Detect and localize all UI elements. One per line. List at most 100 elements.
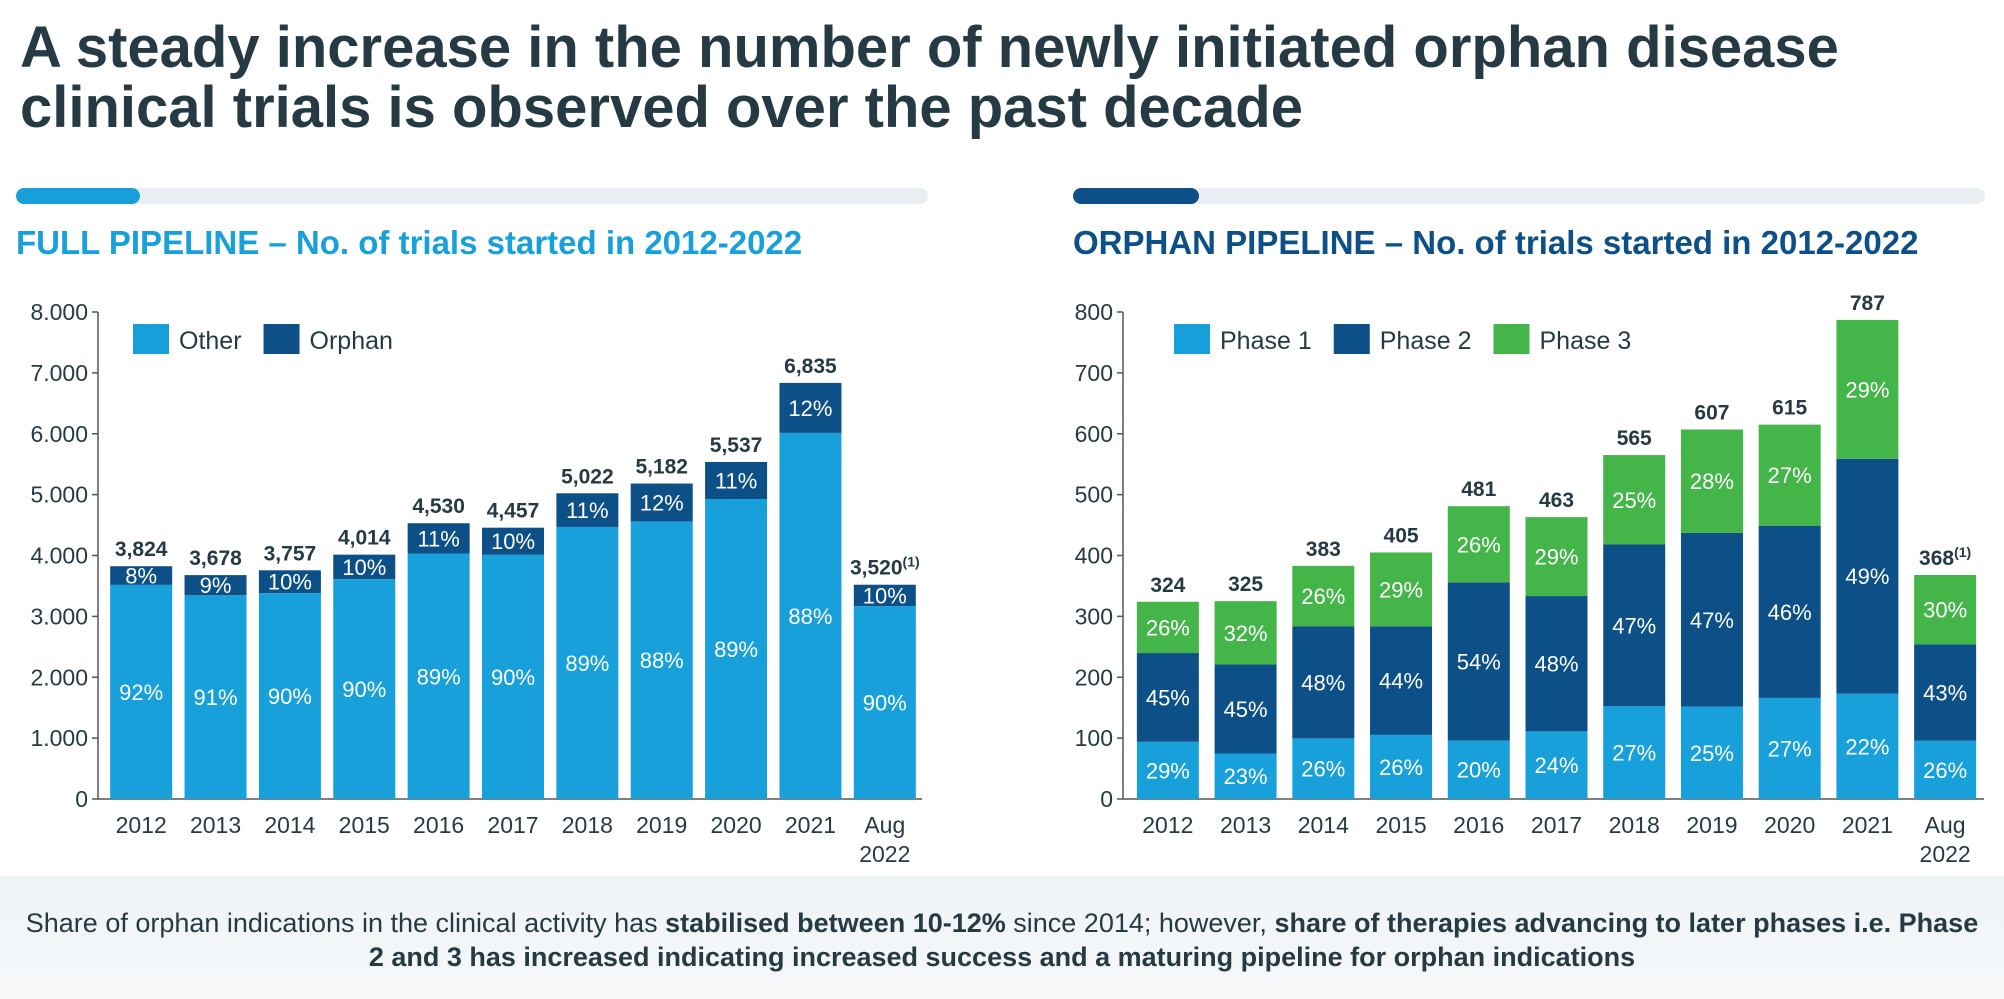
bar-total-value: 615 bbox=[1772, 397, 1807, 420]
bar-orphan-segment bbox=[556, 493, 619, 527]
segment-percent-label: 49% bbox=[1845, 564, 1889, 589]
y-tick-label: 200 bbox=[1075, 664, 1113, 690]
segment-percent-label: 29% bbox=[1534, 545, 1578, 570]
bar-other-segment bbox=[630, 521, 693, 799]
bar-total-label: 565 bbox=[1617, 427, 1652, 450]
bar-phase-3-segment bbox=[1914, 574, 1977, 645]
bar-orphan-segment bbox=[705, 461, 768, 500]
y-tick-label: 300 bbox=[1075, 603, 1113, 629]
orphan-pipeline-title: ORPHAN PIPELINE – No. of trials started … bbox=[1073, 224, 1919, 261]
footer-text-bold1: stabilised between 10-12% bbox=[665, 908, 1006, 938]
bar-phase-1-segment bbox=[1214, 753, 1277, 799]
x-tick-line: 2017 bbox=[1531, 812, 1582, 838]
bar-phase-1-segment bbox=[1447, 740, 1510, 799]
full-pipeline-chart: 0 1.000 2.000 3.000 4.000 5.000 6.000 7.000 8.00… bbox=[30, 299, 922, 867]
bar-total-label: 3,520(1) bbox=[850, 554, 920, 580]
segment-percent-label: 29% bbox=[1379, 577, 1423, 602]
bar-total-value: 383 bbox=[1306, 538, 1341, 561]
segment-percent-label: 26% bbox=[1457, 532, 1501, 557]
x-tick-label: 2013 bbox=[1220, 812, 1271, 838]
segment-percent-label: 25% bbox=[1612, 488, 1656, 513]
left-section-bar-fill bbox=[16, 188, 140, 204]
y-tick-label: 2.000 bbox=[30, 664, 88, 690]
bar-phase-2-segment bbox=[1525, 596, 1588, 732]
segment-percent-label: 32% bbox=[1224, 621, 1268, 646]
y-tick-label: 4.000 bbox=[30, 543, 88, 569]
bar-total-label: 615 bbox=[1772, 397, 1807, 420]
bar-total-value: 324 bbox=[1150, 574, 1185, 597]
segment-percent-label: 89% bbox=[417, 664, 461, 689]
segment-percent-label: 20% bbox=[1457, 758, 1501, 783]
bar-phase-1-segment bbox=[1914, 740, 1977, 799]
x-tick-line: 2018 bbox=[1609, 812, 1660, 838]
segment-percent-label: 26% bbox=[1301, 584, 1345, 609]
bar-other-segment bbox=[258, 593, 321, 799]
x-tick-line: 2015 bbox=[339, 812, 390, 838]
bar-total-value: 3,757 bbox=[264, 542, 317, 565]
x-tick-label: 2018 bbox=[562, 812, 613, 838]
x-tick-label: 2014 bbox=[1298, 812, 1349, 838]
bar-other-segment bbox=[556, 526, 619, 799]
bar-phase-2-segment bbox=[1214, 664, 1277, 754]
x-tick-label: Aug 2022 bbox=[859, 812, 910, 867]
x-tick-label: 2016 bbox=[1453, 812, 1504, 838]
bar-phase-2-segment bbox=[1680, 532, 1743, 707]
segment-percent-label: 30% bbox=[1923, 598, 1967, 623]
x-tick-label: 2021 bbox=[1842, 812, 1893, 838]
bar-orphan-segment bbox=[184, 575, 247, 596]
segment-percent-label: 44% bbox=[1379, 669, 1423, 694]
y-tick-label: 0 bbox=[1100, 786, 1113, 812]
footer-text-part2: since 2014; however, bbox=[1005, 908, 1275, 938]
segment-percent-label: 26% bbox=[1301, 757, 1345, 782]
legend-swatch-phase-2 bbox=[1333, 324, 1370, 354]
x-tick-line: 2012 bbox=[1142, 812, 1193, 838]
segment-percent-label: 47% bbox=[1690, 608, 1734, 633]
segment-percent-label: 90% bbox=[491, 665, 535, 690]
full-pipeline-title: FULL PIPELINE – No. of trials started in… bbox=[16, 224, 803, 261]
bar-total-label: 325 bbox=[1228, 573, 1263, 596]
segment-percent-label: 10% bbox=[863, 583, 907, 608]
bar-orphan-segment bbox=[482, 527, 544, 555]
bar-phase-1-segment bbox=[1292, 738, 1355, 799]
x-tick-line: 2015 bbox=[1375, 812, 1426, 838]
y-tick-label: 7.000 bbox=[30, 360, 88, 386]
bar-phase-1-segment bbox=[1758, 697, 1821, 799]
x-tick-line: 2012 bbox=[116, 812, 167, 838]
bar-total-value: 3,520 bbox=[850, 557, 903, 580]
bar-total-value: 607 bbox=[1694, 401, 1729, 424]
x-tick-line: 2021 bbox=[1842, 812, 1893, 838]
bar-total-label: 4,530 bbox=[412, 495, 465, 518]
bar-phase-2-segment bbox=[1136, 653, 1199, 742]
y-tick-label: 400 bbox=[1075, 543, 1113, 569]
bar-other-segment bbox=[407, 553, 470, 799]
bar-total-value: 3,678 bbox=[189, 547, 242, 570]
segment-percent-label: 26% bbox=[1923, 758, 1967, 783]
bar-other-segment bbox=[110, 584, 173, 799]
right-section-bar-fill bbox=[1073, 188, 1199, 204]
orphan-pipeline-chart: 0 100 200 300 400 500 600 700 800 29% 45% 26% 324 201… bbox=[1075, 292, 1984, 867]
bar-phase-2-segment bbox=[1914, 644, 1977, 741]
bar-total-value: 4,530 bbox=[412, 495, 465, 518]
x-tick-line: 2014 bbox=[264, 812, 315, 838]
bar-phase-1-segment bbox=[1370, 734, 1433, 799]
x-tick-label: 2015 bbox=[339, 812, 390, 838]
x-tick-line: 2017 bbox=[487, 812, 538, 838]
bar-total-label: 5,182 bbox=[635, 456, 688, 479]
segment-percent-label: 26% bbox=[1379, 755, 1423, 780]
legend-label: Phase 3 bbox=[1540, 327, 1632, 355]
bar-total-label: 368(1) bbox=[1919, 544, 1971, 570]
bar-total-label: 6,835 bbox=[784, 355, 837, 378]
bar-phase-3-segment bbox=[1603, 455, 1666, 545]
bar-phase-1-segment bbox=[1680, 706, 1743, 799]
segment-percent-label: 8% bbox=[125, 564, 157, 589]
x-tick-line: 2021 bbox=[785, 812, 836, 838]
bar-total-value: 5,022 bbox=[561, 465, 614, 488]
bar-other-segment bbox=[333, 579, 396, 799]
segment-percent-label: 90% bbox=[863, 691, 907, 716]
bar-phase-2-segment bbox=[1836, 458, 1899, 694]
segment-percent-label: 23% bbox=[1224, 764, 1268, 789]
x-tick-line: 2016 bbox=[1453, 812, 1504, 838]
x-tick-label: 2014 bbox=[264, 812, 315, 838]
bar-phase-1-segment bbox=[1136, 741, 1199, 799]
segment-percent-label: 88% bbox=[788, 604, 832, 629]
